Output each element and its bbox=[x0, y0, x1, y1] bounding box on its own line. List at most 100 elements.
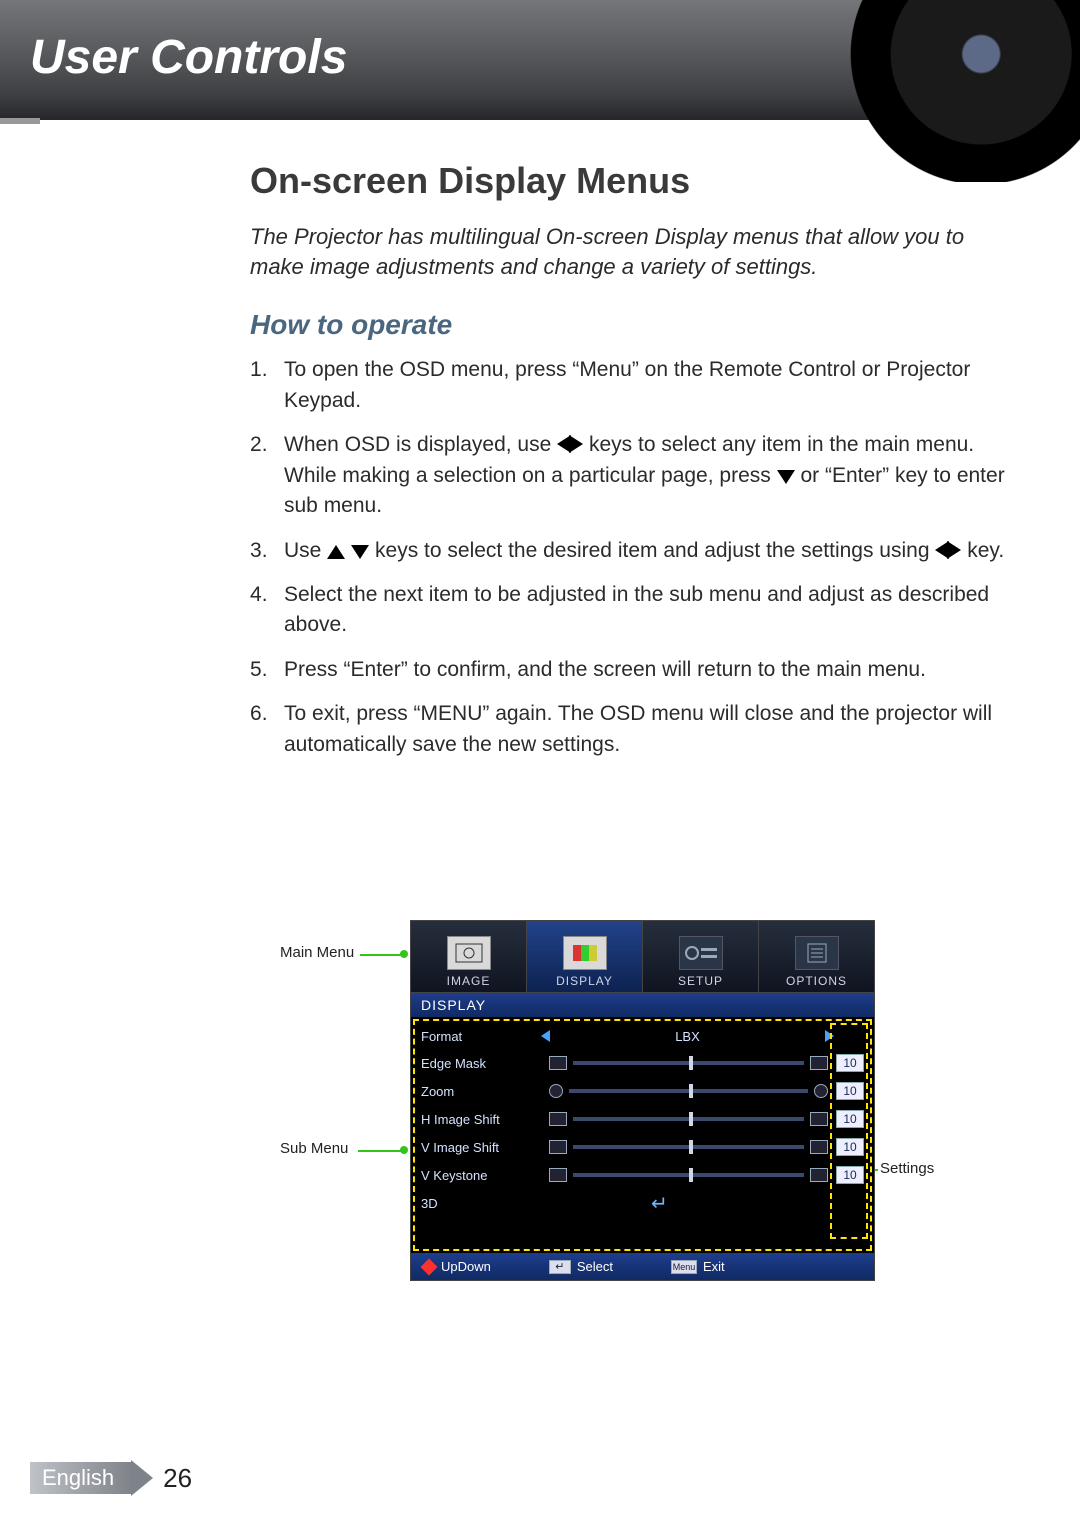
select-icon: ↵ bbox=[549, 1260, 571, 1274]
osd-row-value: 10 bbox=[836, 1054, 864, 1072]
footer-updown: UpDown bbox=[423, 1259, 491, 1274]
options-tab-icon bbox=[795, 936, 839, 970]
right-arrow-icon bbox=[947, 541, 961, 559]
slider-track[interactable] bbox=[569, 1089, 808, 1093]
header-lens-graphic bbox=[820, 0, 1080, 182]
footer-divider-icon bbox=[131, 1460, 153, 1496]
slider-right-icon bbox=[810, 1112, 828, 1126]
left-arrow-icon[interactable] bbox=[541, 1030, 550, 1042]
step-text: To open the OSD menu, press “Menu” on th… bbox=[284, 358, 970, 411]
osd-row-v-keystone[interactable]: V Keystone 10 bbox=[421, 1161, 864, 1189]
slider-track[interactable] bbox=[573, 1173, 804, 1177]
osd-footer: UpDown ↵ Select Menu Exit bbox=[411, 1253, 874, 1280]
subsection-title: How to operate bbox=[250, 309, 1010, 341]
osd-tab-options[interactable]: OPTIONS bbox=[759, 921, 874, 992]
step-item: When OSD is displayed, use keys to selec… bbox=[250, 430, 1010, 521]
step-text: When OSD is displayed, use bbox=[284, 433, 557, 456]
osd-tab-label: OPTIONS bbox=[786, 974, 847, 988]
footer-language: English bbox=[30, 1462, 132, 1494]
slider-track[interactable] bbox=[573, 1145, 804, 1149]
down-arrow-icon bbox=[351, 545, 369, 559]
osd-row-zoom[interactable]: Zoom 10 bbox=[421, 1077, 864, 1105]
callout-settings: Settings bbox=[880, 1160, 934, 1177]
osd-row-value: 10 bbox=[836, 1110, 864, 1128]
setup-tab-icon bbox=[679, 936, 723, 970]
osd-row-value: 10 bbox=[836, 1082, 864, 1100]
step-item: Use keys to select the desired item and … bbox=[250, 536, 1010, 566]
footer-exit: Menu Exit bbox=[671, 1259, 725, 1274]
section-intro: The Projector has multilingual On-screen… bbox=[250, 222, 1010, 281]
step-text: key. bbox=[967, 539, 1004, 562]
osd-tab-label: IMAGE bbox=[447, 974, 491, 988]
callout-label: Settings bbox=[880, 1160, 934, 1177]
step-item: To open the OSD menu, press “Menu” on th… bbox=[250, 355, 1010, 416]
osd-row-v-shift[interactable]: V Image Shift 10 bbox=[421, 1133, 864, 1161]
osd-tab-label: SETUP bbox=[678, 974, 723, 988]
callout-label: Sub Menu bbox=[280, 1140, 348, 1157]
slider-left-icon bbox=[549, 1140, 567, 1154]
osd-row-value: 10 bbox=[836, 1138, 864, 1156]
osd-row-label: V Image Shift bbox=[421, 1140, 541, 1155]
osd-tab-label: DISPLAY bbox=[556, 974, 613, 988]
updown-icon bbox=[421, 1258, 438, 1275]
slider-right-icon bbox=[810, 1140, 828, 1154]
step-text: Select the next item to be adjusted in t… bbox=[284, 583, 989, 636]
osd-tabs: IMAGE DISPLAY SETUP OPTIONS bbox=[411, 921, 874, 993]
slider-track[interactable] bbox=[573, 1117, 804, 1121]
step-text: Use bbox=[284, 539, 327, 562]
osd-row-value: LBX bbox=[675, 1029, 700, 1044]
osd-body: Format LBX Edge Mask 10 Zoom 10 H Image … bbox=[411, 1017, 874, 1253]
osd-row-label: Zoom bbox=[421, 1084, 541, 1099]
image-tab-icon bbox=[447, 936, 491, 970]
right-arrow-icon[interactable] bbox=[825, 1030, 834, 1042]
osd-row-3d[interactable]: 3D ↵ bbox=[421, 1189, 864, 1217]
footer-page-number: 26 bbox=[163, 1463, 192, 1494]
slider-left-icon bbox=[549, 1168, 567, 1182]
callout-main-menu: Main Menu bbox=[280, 944, 354, 961]
slider-track[interactable] bbox=[573, 1061, 804, 1065]
footer-select: ↵ Select bbox=[549, 1259, 613, 1274]
osd-title-row: DISPLAY bbox=[411, 993, 874, 1017]
step-item: Select the next item to be adjusted in t… bbox=[250, 580, 1010, 641]
step-text: Press “Enter” to confirm, and the screen… bbox=[284, 658, 926, 681]
osd-illustration: Main Menu Sub Menu Settings IMAGE DISPLA… bbox=[290, 920, 1010, 1281]
osd-tab-image[interactable]: IMAGE bbox=[411, 921, 527, 992]
osd-tab-setup[interactable]: SETUP bbox=[643, 921, 759, 992]
osd-panel: IMAGE DISPLAY SETUP OPTIONS DISPLAY Form… bbox=[410, 920, 875, 1281]
osd-row-label: 3D bbox=[421, 1196, 541, 1211]
osd-row-label: Edge Mask bbox=[421, 1056, 541, 1071]
up-arrow-icon bbox=[327, 545, 345, 559]
slider-right-icon bbox=[810, 1056, 828, 1070]
page-header-title: User Controls bbox=[30, 30, 347, 85]
osd-row-label: Format bbox=[421, 1029, 541, 1044]
osd-row-h-shift[interactable]: H Image Shift 10 bbox=[421, 1105, 864, 1133]
slider-left-icon bbox=[549, 1084, 563, 1098]
slider-right-icon bbox=[810, 1168, 828, 1182]
header-band: User Controls bbox=[0, 0, 1080, 120]
slider-right-icon bbox=[814, 1084, 828, 1098]
down-arrow-icon bbox=[777, 470, 795, 484]
footer-label: Exit bbox=[703, 1259, 725, 1274]
callout-sub-menu: Sub Menu bbox=[280, 1140, 348, 1157]
right-arrow-icon bbox=[569, 435, 583, 453]
enter-icon: ↵ bbox=[651, 1191, 668, 1216]
slider-left-icon bbox=[549, 1112, 567, 1126]
slider-left-icon bbox=[549, 1056, 567, 1070]
callout-label: Main Menu bbox=[280, 944, 354, 961]
step-item: To exit, press “MENU” again. The OSD men… bbox=[250, 699, 1010, 760]
footer-label: Select bbox=[577, 1259, 613, 1274]
display-tab-icon bbox=[563, 936, 607, 970]
step-text: keys to select the desired item and adju… bbox=[375, 539, 935, 562]
osd-row-label: V Keystone bbox=[421, 1168, 541, 1183]
osd-row-format[interactable]: Format LBX bbox=[421, 1023, 864, 1049]
osd-row-edge-mask[interactable]: Edge Mask 10 bbox=[421, 1049, 864, 1077]
header-accent bbox=[0, 118, 1080, 124]
page-footer: English 26 bbox=[30, 1460, 192, 1496]
step-text: To exit, press “MENU” again. The OSD men… bbox=[284, 702, 992, 755]
menu-icon: Menu bbox=[671, 1260, 697, 1274]
content-area: On-screen Display Menus The Projector ha… bbox=[0, 120, 1080, 760]
footer-label: UpDown bbox=[441, 1259, 491, 1274]
osd-tab-display[interactable]: DISPLAY bbox=[527, 921, 643, 992]
osd-row-value: 10 bbox=[836, 1166, 864, 1184]
step-item: Press “Enter” to confirm, and the screen… bbox=[250, 655, 1010, 685]
